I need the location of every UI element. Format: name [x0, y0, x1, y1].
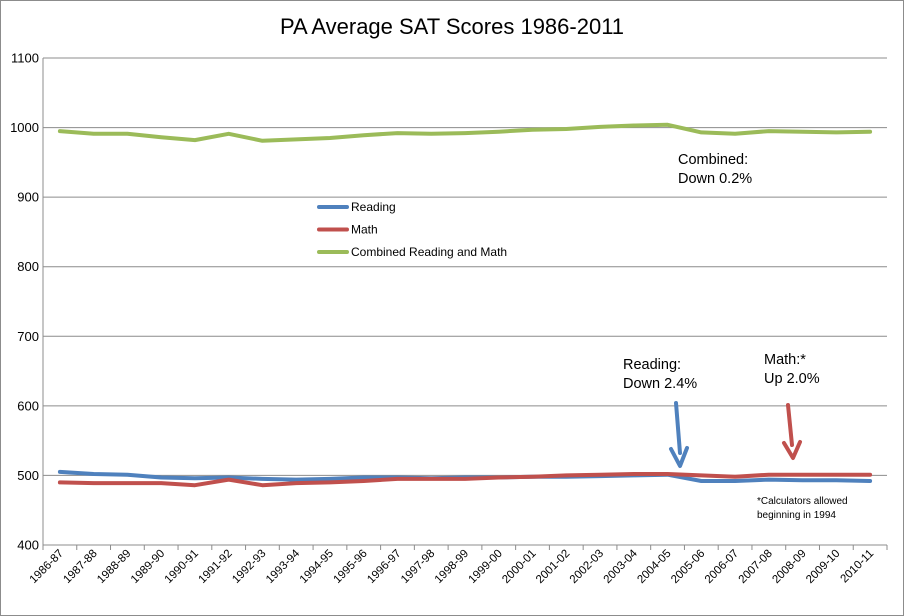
legend-label-reading: Reading — [351, 200, 396, 214]
x-tick-label: 1995-96 — [332, 548, 370, 586]
calculator-note-line-2: beginning in 1994 — [757, 510, 836, 521]
legend-label-combined-reading-and-math: Combined Reading and Math — [351, 245, 507, 259]
series-line-combined-reading-and-math — [57, 122, 873, 143]
y-tick-label: 600 — [17, 398, 39, 413]
y-tick-label: 500 — [17, 468, 39, 483]
x-tick-label: 1990-91 — [163, 548, 201, 586]
x-tick-label: 2004-05 — [635, 548, 673, 586]
x-tick-label: 2005-06 — [669, 548, 707, 586]
x-tick-label: 1994-95 — [298, 548, 336, 586]
x-tick-label: 2010-11 — [839, 548, 877, 586]
x-tick-label: 1989-90 — [129, 548, 167, 586]
x-tick-label: 2009-10 — [804, 548, 842, 586]
x-tick-label: 1988-89 — [95, 548, 133, 586]
y-tick-label: 800 — [17, 259, 39, 274]
combined-note-line-1: Combined: — [678, 152, 748, 168]
chart-title: PA Average SAT Scores 1986-2011 — [280, 14, 624, 39]
y-tick-label: 400 — [17, 538, 39, 553]
x-tick-label: 1993-94 — [264, 547, 303, 586]
legend-label-math: Math — [351, 223, 378, 237]
x-tick-label: 1987-88 — [61, 548, 99, 586]
y-tick-label: 700 — [17, 329, 39, 344]
x-tick-label: 1992-93 — [230, 548, 268, 586]
y-tick-label: 1100 — [11, 51, 39, 66]
reading-note-line-2: Down 2.4% — [623, 376, 697, 392]
x-tick-label: 2006-07 — [703, 548, 741, 586]
y-tick-label: 900 — [17, 190, 39, 205]
x-tick-label: 1999-00 — [467, 548, 505, 586]
series-line-math — [57, 472, 873, 488]
math-note-line-1: Math:* — [764, 352, 806, 368]
combined-note-line-2: Down 0.2% — [678, 171, 752, 187]
x-tick-label: 2002-03 — [568, 548, 606, 586]
x-tick-label: 2000-01 — [500, 548, 538, 586]
x-tick-label: 1996-97 — [365, 548, 403, 586]
x-tick-label: 1986-87 — [28, 548, 66, 586]
x-tick-label: 1998-99 — [433, 548, 471, 586]
math-note-line-2: Up 2.0% — [764, 371, 820, 387]
math-arrow-head — [782, 440, 802, 460]
y-tick-label: 1000 — [10, 120, 39, 135]
math-arrow-shaft — [786, 403, 794, 447]
x-tick-label: 2007-08 — [737, 548, 775, 586]
x-tick-label: 1997-98 — [399, 548, 437, 586]
reading-arrow-shaft — [674, 401, 682, 455]
x-tick-label: 2001-02 — [534, 548, 572, 586]
x-tick-label: 1991-92 — [196, 548, 234, 586]
reading-arrow-head — [669, 446, 689, 468]
x-tick-label: 2008-09 — [770, 548, 808, 586]
reading-note-line-1: Reading: — [623, 357, 681, 373]
x-tick-label: 2003-04 — [602, 547, 641, 586]
calculator-note-line-1: *Calculators allowed — [757, 496, 848, 507]
